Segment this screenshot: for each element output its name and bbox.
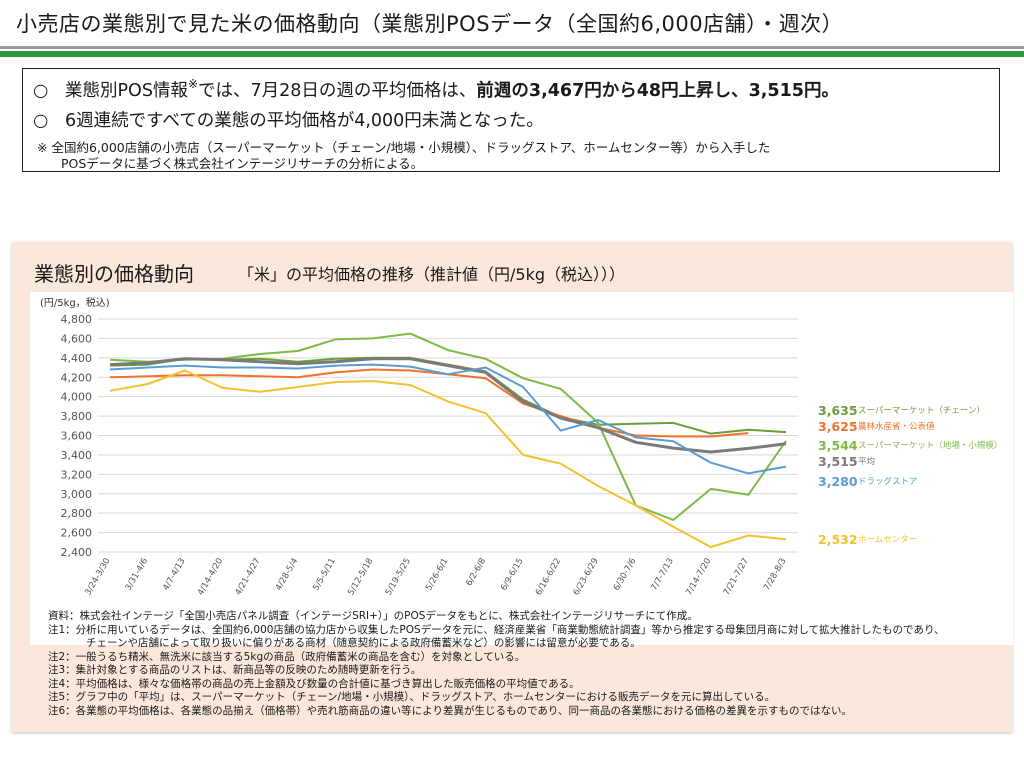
bullet-1-superscript: ※ <box>187 77 198 91</box>
y-axis-label: (円/5kg，税込) <box>40 296 110 309</box>
x-tick-label: 5/19-5/25 <box>384 557 413 598</box>
series-name-label: ドラッグストア <box>858 476 918 487</box>
bullet-mark: ○ <box>33 81 49 101</box>
bullet-mark: ○ <box>33 111 49 131</box>
footnotes: 資料：株式会社インテージ「全国小売店パネル調査（インテージSRI+）」のPOSデ… <box>48 610 1003 718</box>
chart-panel: 業態別の価格動向 「米」の平均価格の推移（推計値（円/5kg（税込））） (円/… <box>12 242 1013 732</box>
series-line <box>109 369 787 549</box>
series-end-value: 2,532 <box>818 532 858 547</box>
header-rule-gray <box>0 46 1024 49</box>
series-line <box>109 368 749 438</box>
footnote-source: 資料：株式会社インテージ「全国小売店パネル調査（インテージSRI+）」のPOSデ… <box>48 610 698 622</box>
x-tick-label: 3/31-4/6 <box>124 557 151 593</box>
x-tick-label: 6/16-6/22 <box>534 557 563 598</box>
bullet-1-text-b: では、7月28日の週の平均価格は、 <box>198 81 477 101</box>
summary-note-1: ※ 全国約6,000店舗の小売店（スーパーマーケット（チェーン/地場・小規模）、… <box>37 140 771 155</box>
line-chart: (円/5kg，税込) 2,400 2,600 2,800 3,000 3,200 3,400… <box>40 296 1002 598</box>
y-tick-label: 3,400 <box>61 449 93 462</box>
footnote-6: 注6：各業態の平均価格は、各業態の品揃え（価格帯）や売れ筋商品の違い等により差異… <box>48 704 852 717</box>
x-tick-label: 5/12-5/18 <box>346 557 375 598</box>
x-tick-label: 5/5-5/11 <box>311 557 338 593</box>
series-end-value: 3,280 <box>818 474 858 489</box>
y-tick-label: 4,200 <box>61 371 93 384</box>
series-line <box>109 363 787 475</box>
x-tick-label: 6/9-6/15 <box>499 557 526 593</box>
chart-area: (円/5kg，税込) 2,400 2,600 2,800 3,000 3,200 3,400… <box>30 292 1013 645</box>
y-tick-label: 3,800 <box>61 410 93 423</box>
y-tick-label: 3,000 <box>61 488 93 501</box>
x-tick-label: 5/26-6/1 <box>424 557 451 593</box>
x-tick-label: 7/7-7/13 <box>649 557 676 593</box>
series-name-label: スーパーマーケット（チェーン） <box>858 405 985 416</box>
footnote-1b: チェーンや店舗によって取り扱いに偏りがある商材（随意契約による政府備蓄米など）の… <box>86 637 641 649</box>
footnote-2: 注2：一般うるち精米、無洗米に該当する5kgの商品（政府備蓄米の商品を含む）を対… <box>48 650 526 663</box>
y-tick-label: 3,200 <box>61 468 93 481</box>
footnote-1a: 注1：分析に用いているデータは、全国約6,000店舗の協力店から収集したPOSデ… <box>48 623 945 636</box>
series-name-label: スーパーマーケット（地場・小規模） <box>858 440 1002 451</box>
y-tick-label: 2,600 <box>61 527 93 540</box>
summary-box: ○ 業態別POS情報※では、7月28日の週の平均価格は、前週の3,467円から48… <box>22 68 1000 172</box>
y-tick-label: 3,600 <box>61 430 93 443</box>
x-tick-label: 3/24-3/30 <box>83 557 112 598</box>
series-end-value: 3,544 <box>818 438 858 453</box>
x-tick-label: 6/2-6/8 <box>464 557 488 588</box>
x-tick-label: 7/28-8/3 <box>762 557 789 593</box>
y-tick-label: 4,600 <box>61 332 93 345</box>
summary-note-2: POSデータに基づく株式会社インテージリサーチの分析による。 <box>61 156 424 171</box>
page-title: 小売店の業態別で見た米の価格動向（業態別POSデータ（全国約6,000店舗）・週… <box>16 12 844 36</box>
x-tick-label: 6/23-6/29 <box>572 557 601 598</box>
summary-bullet-2: ○ 6週連続ですべての業態の平均価格が4,000円未満となった。 <box>33 107 544 132</box>
series-end-value: 3,635 <box>818 403 858 418</box>
panel-title: 業態別の価格動向 <box>34 262 194 286</box>
bullet-2-text: 6週連続ですべての業態の平均価格が4,000円未満となった。 <box>65 111 544 131</box>
bullet-1-highlight: 前週の3,467円から48円上昇し、3,515円。 <box>476 81 839 101</box>
footnote-4: 注4：平均価格は、様々な価格帯の商品の売上金額及び数量の合計値に基づき算出した販… <box>48 677 580 690</box>
footnote-3: 注3：集計対象とする商品のリストは、新商品等の反映のため随時更新を行う。 <box>48 664 422 676</box>
x-tick-label: 4/7-4/13 <box>161 557 188 593</box>
x-tick-label: 6/30-7/6 <box>612 557 639 593</box>
x-tick-label: 4/28-5/4 <box>274 557 301 593</box>
x-tick-label: 7/21-7/27 <box>722 557 751 598</box>
series-line <box>109 356 787 435</box>
series-name-label: ホームセンター <box>858 535 917 545</box>
y-tick-label: 4,800 <box>61 313 93 326</box>
series-end-value: 3,515 <box>818 454 858 469</box>
panel-subtitle: 「米」の平均価格の推移（推計値（円/5kg（税込））） <box>238 265 625 284</box>
x-tick-label: 4/14-4/20 <box>196 557 225 598</box>
series-name-label: 農林水産省・公表値 <box>858 421 935 432</box>
series-end-value: 3,625 <box>818 419 858 434</box>
series-name-label: 平均 <box>858 456 875 467</box>
series-line <box>109 357 787 454</box>
footnote-5: 注5：グラフ中の「平均」は、スーパーマーケット（チェーン/地場・小規模）、ドラッ… <box>48 691 776 703</box>
x-tick-label: 4/21-4/27 <box>234 557 263 598</box>
bullet-1-text-a: 業態別POS情報 <box>65 81 188 101</box>
y-tick-label: 2,400 <box>61 546 93 559</box>
y-tick-label: 4,000 <box>61 391 93 404</box>
summary-bullet-1: ○ 業態別POS情報※では、7月28日の週の平均価格は、前週の3,467円から48… <box>33 77 839 102</box>
header-rule-green <box>0 51 1024 57</box>
y-tick-label: 4,400 <box>61 352 93 365</box>
x-tick-label: 7/14-7/20 <box>684 557 713 598</box>
y-tick-label: 2,800 <box>61 507 93 520</box>
